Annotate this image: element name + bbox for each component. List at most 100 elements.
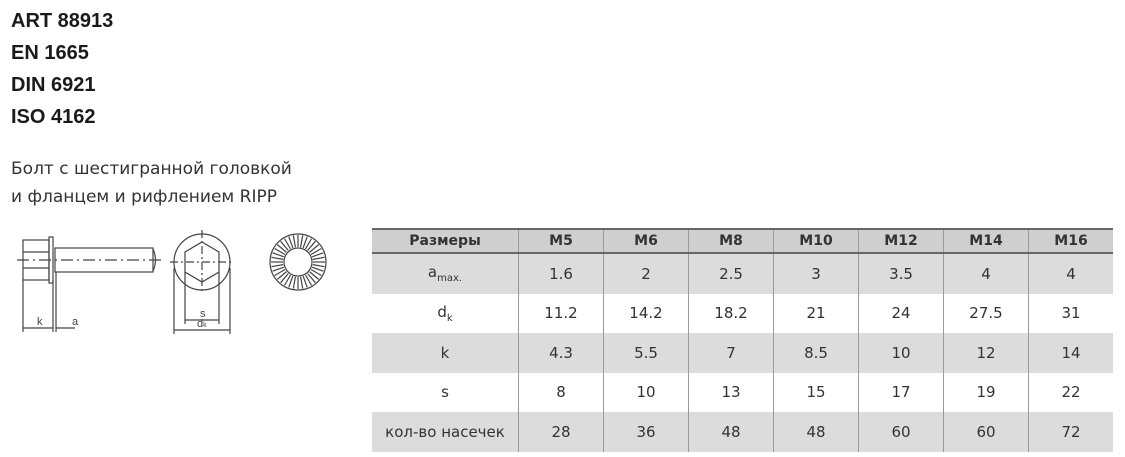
column-header: M16 xyxy=(1028,228,1113,254)
serration-mark xyxy=(292,235,296,248)
column-header: M14 xyxy=(943,228,1029,254)
table-cell: 2.5 xyxy=(688,253,774,294)
code-art: ART 88913 xyxy=(11,10,114,32)
table-cell: 12 xyxy=(943,333,1029,373)
row-label: k xyxy=(372,333,519,373)
table-cell: 7 xyxy=(688,333,774,373)
table-cell: 3.5 xyxy=(858,253,944,294)
code-iso: ISO 4162 xyxy=(11,106,96,128)
row-label: dk xyxy=(437,302,453,324)
table-cell: 28 xyxy=(518,412,604,452)
bolt-head-view: s dk xyxy=(170,230,234,334)
table-cell: 4 xyxy=(943,253,1029,294)
bolt-side-view: k a xyxy=(17,236,161,332)
column-header: M6 xyxy=(603,228,689,254)
table-cell: 1.6 xyxy=(518,253,604,294)
table-cell: 14 xyxy=(1028,333,1113,373)
table-cell: 8 xyxy=(518,372,604,412)
product-description: Болт с шестигранной головкой и фланцем и… xyxy=(11,155,292,211)
label-s: s xyxy=(200,308,206,320)
serration-mark xyxy=(271,264,284,268)
serration-mark xyxy=(302,275,308,288)
serration-mark xyxy=(311,252,324,258)
table-row: dk 11.2 14.2 18.2 21 24 27.5 31 xyxy=(372,293,1113,333)
table-cell: 36 xyxy=(603,412,689,452)
serration-mark xyxy=(300,235,304,248)
table-cell: 4.3 xyxy=(518,333,604,373)
column-header: Размеры xyxy=(372,228,519,254)
serration-mark xyxy=(292,276,296,289)
table-cell: 17 xyxy=(858,372,944,412)
table-cell: 5.5 xyxy=(603,333,689,373)
serration-mark xyxy=(288,236,294,249)
dimensions-table: Размеры M5 M6 M8 M10 M12 M14 M16 amax. 1.6 2 2.5 3 3… xyxy=(372,228,1113,452)
table-cell: 19 xyxy=(943,372,1029,412)
code-en: EN 1665 xyxy=(11,42,89,64)
serration-mark xyxy=(310,268,322,277)
serration-mark xyxy=(309,271,320,280)
serration-mark xyxy=(300,276,304,289)
serration-mark xyxy=(271,256,284,260)
standard-codes: ART 88913 EN 1665 DIN 6921 ISO 4162 xyxy=(11,5,113,133)
table-cell: 60 xyxy=(943,412,1029,452)
serration-mark xyxy=(280,240,289,251)
table-cell: 22 xyxy=(1028,372,1113,412)
serration-mark xyxy=(276,244,287,253)
row-label: amax. xyxy=(372,253,519,294)
table-cell: 3 xyxy=(773,253,859,294)
serration-mark xyxy=(304,274,313,286)
serration-mark xyxy=(274,247,286,256)
table-cell: 24 xyxy=(858,293,944,333)
serration-mark xyxy=(283,238,292,250)
serration-mark xyxy=(311,266,324,272)
column-header: M10 xyxy=(773,228,859,254)
serration-mark xyxy=(302,236,308,249)
table-cell: 4 xyxy=(1028,253,1113,294)
bolt-drawing: k a s dk xyxy=(17,230,327,334)
label-a: a xyxy=(72,316,79,328)
serration-mark xyxy=(310,247,322,256)
column-header: M8 xyxy=(688,228,774,254)
table-cell: 48 xyxy=(773,412,859,452)
table-cell: 60 xyxy=(858,412,944,452)
serration-mark xyxy=(312,264,325,268)
serration-mark xyxy=(304,238,313,250)
serration-mark xyxy=(307,273,316,284)
table-cell: 48 xyxy=(688,412,774,452)
table-row: s 8 10 13 15 17 19 22 xyxy=(372,372,1113,412)
serration-mark xyxy=(272,252,285,258)
table-cell: 14.2 xyxy=(603,293,689,333)
description-line-1: Болт с шестигранной головкой xyxy=(11,159,292,179)
table-cell: 13 xyxy=(688,372,774,412)
serration-mark xyxy=(283,274,292,286)
serration-mark xyxy=(276,271,287,280)
table-cell: 27.5 xyxy=(943,293,1029,333)
table-cell: 10 xyxy=(858,333,944,373)
serration-mark xyxy=(288,275,294,288)
table-header-row: Размеры M5 M6 M8 M10 M12 M14 M16 xyxy=(372,228,1113,254)
serration-mark xyxy=(280,273,289,284)
table-cell: 10 xyxy=(603,372,689,412)
table-cell: 21 xyxy=(773,293,859,333)
description-line-2: и фланцем и рифлением RIPP xyxy=(11,187,277,207)
table-cell: 2 xyxy=(603,253,689,294)
table-cell: 18.2 xyxy=(688,293,774,333)
table-cell: 11.2 xyxy=(518,293,604,333)
table-cell: 15 xyxy=(773,372,859,412)
table-row: amax. 1.6 2 2.5 3 3.5 4 4 xyxy=(372,253,1113,294)
table-row: кол-во насечек 28 36 48 48 60 60 72 xyxy=(372,412,1113,452)
serration-view xyxy=(269,233,327,291)
label-dk: dk xyxy=(197,318,207,330)
column-header: M5 xyxy=(518,228,604,254)
table-cell: 31 xyxy=(1028,293,1113,333)
table-cell: 72 xyxy=(1028,412,1113,452)
table-row: k 4.3 5.5 7 8.5 10 12 14 xyxy=(372,333,1113,373)
row-label: кол-во насечек xyxy=(372,412,519,452)
code-din: DIN 6921 xyxy=(11,74,96,96)
serration-mark xyxy=(312,256,325,260)
serration-mark xyxy=(309,244,320,253)
column-header: M12 xyxy=(858,228,944,254)
serration-mark xyxy=(272,266,285,272)
serration-mark xyxy=(274,268,286,277)
serration-mark xyxy=(307,240,316,251)
